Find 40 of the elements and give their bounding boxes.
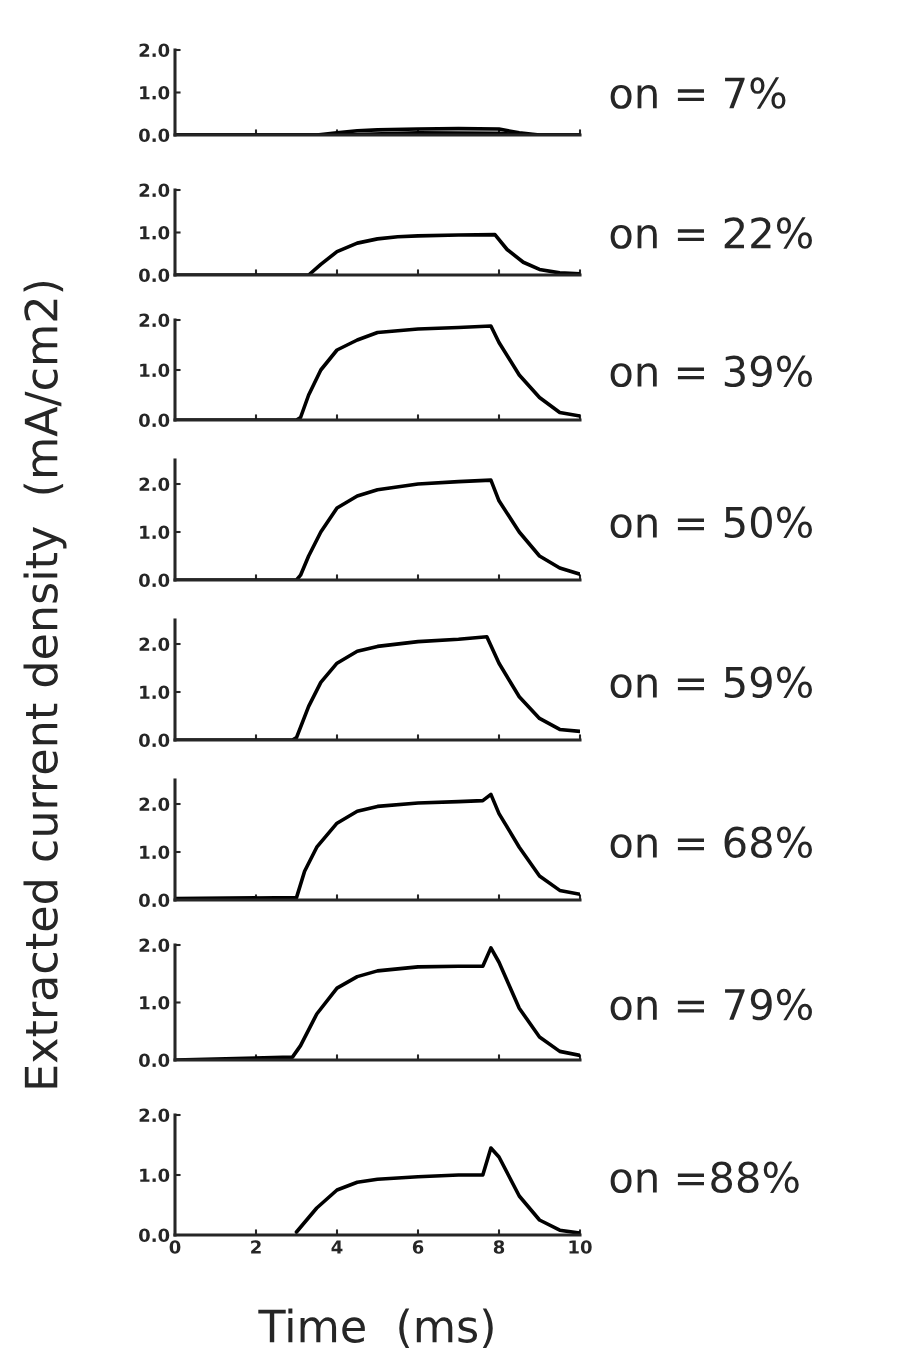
y-tick-label: 0.0	[139, 128, 170, 143]
y-tick-label: 0.0	[139, 573, 170, 588]
x-tick-label: 10	[569, 1240, 592, 1254]
x-tick-label: 0	[169, 1240, 181, 1254]
y-tick-label: 2.0	[139, 1108, 170, 1123]
text: on = 79%	[610, 988, 812, 1021]
y-tick-label: 0.0	[139, 1228, 170, 1243]
y-tick-label: 2.0	[139, 313, 170, 328]
y-tick-label: 1.0	[140, 995, 170, 1010]
y-tick-label: 2.0	[139, 477, 170, 492]
text: on =88%	[610, 1161, 799, 1194]
y-tick-label: 1.0	[140, 685, 170, 700]
y-axis-title: Extracted current density (mA/cm2)	[23, 281, 67, 1088]
text: on = 39%	[610, 355, 812, 388]
y-tick-label: 1.0	[140, 363, 170, 378]
y-tick-label: 1.0	[140, 85, 170, 100]
x-tick-label: 8	[493, 1240, 505, 1254]
y-tick-label: 1.0	[140, 525, 170, 540]
text: on = 22%	[610, 217, 812, 249]
y-tick-label: 0.0	[139, 1053, 170, 1068]
y-tick-label: 2.0	[139, 637, 170, 652]
text: on = 7%	[610, 77, 786, 109]
y-tick-label: 2.0	[139, 797, 170, 812]
text: on = 59%	[610, 666, 812, 699]
y-tick-label: 0.0	[139, 733, 170, 748]
text: on = 68%	[610, 826, 812, 859]
y-tick-label: 1.0	[140, 225, 170, 240]
y-tick-label: 0.0	[139, 893, 170, 908]
x-tick-label: 2	[251, 1240, 261, 1254]
x-axis-title: Time (ms)	[258, 1308, 493, 1349]
y-tick-label: 1.0	[140, 1168, 170, 1183]
y-tick-label: 0.0	[139, 413, 170, 428]
y-tick-label: 2.0	[139, 938, 170, 953]
y-tick-label: 1.0	[140, 845, 170, 860]
x-tick-label: 6	[412, 1240, 424, 1254]
y-tick-label: 0.0	[139, 268, 170, 283]
x-tick-label: 4	[331, 1240, 343, 1254]
y-tick-label: 2.0	[139, 43, 170, 58]
y-tick-label: 2.0	[139, 183, 170, 198]
text: on = 50%	[610, 506, 812, 539]
